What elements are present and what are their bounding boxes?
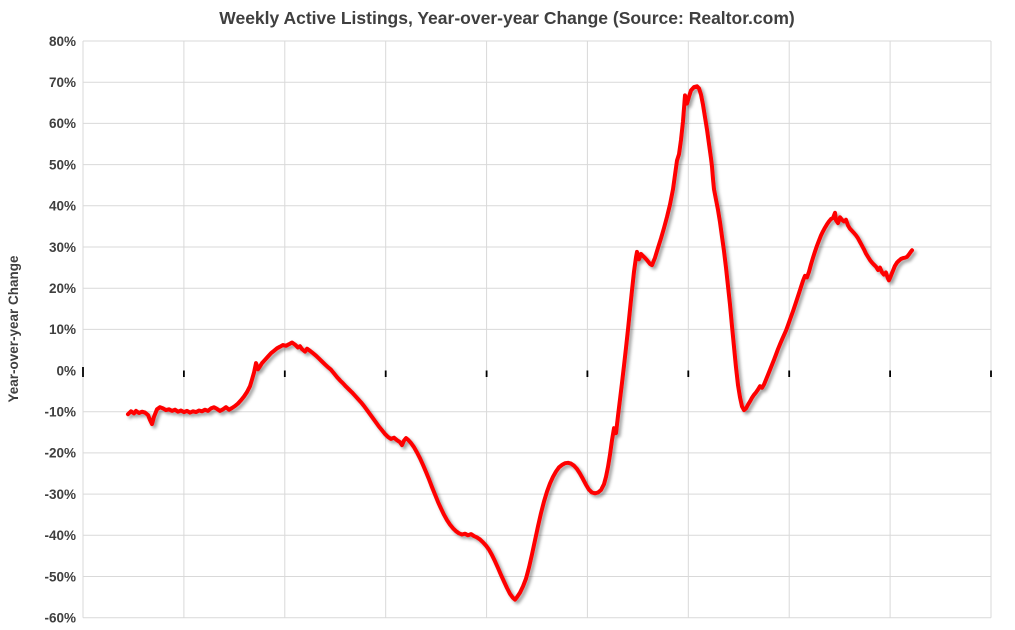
y-tick-label: 30% — [49, 240, 76, 255]
y-tick-label: -50% — [44, 569, 76, 584]
y-axis-tick-labels: 80% 70% 60% 50% 40% 30% 20% 10% 0% -10% -20% -30% -4… — [44, 34, 76, 626]
y-tick-label: 80% — [49, 34, 76, 49]
y-tick-label: -60% — [44, 611, 76, 626]
yoy-series-line — [126, 84, 914, 602]
y-tick-label: 40% — [49, 199, 76, 214]
y-tick-label: 50% — [49, 157, 76, 172]
horizontal-gridlines — [83, 40, 991, 619]
y-axis-title: Year-over-year Change — [6, 255, 21, 403]
y-tick-label: -30% — [44, 487, 76, 502]
y-tick-label: 10% — [49, 322, 76, 337]
y-tick-label: 70% — [49, 75, 76, 90]
y-tick-label: 20% — [49, 281, 76, 296]
y-tick-label: -10% — [44, 405, 76, 420]
zero-axis-line — [82, 367, 992, 377]
y-tick-label: 60% — [49, 116, 76, 131]
y-tick-label: -20% — [44, 446, 76, 461]
y-tick-label: 0% — [56, 363, 76, 378]
y-tick-label: -40% — [44, 528, 76, 543]
vertical-gridlines — [82, 41, 992, 618]
chart-title: Weekly Active Listings, Year-over-year C… — [219, 8, 794, 28]
